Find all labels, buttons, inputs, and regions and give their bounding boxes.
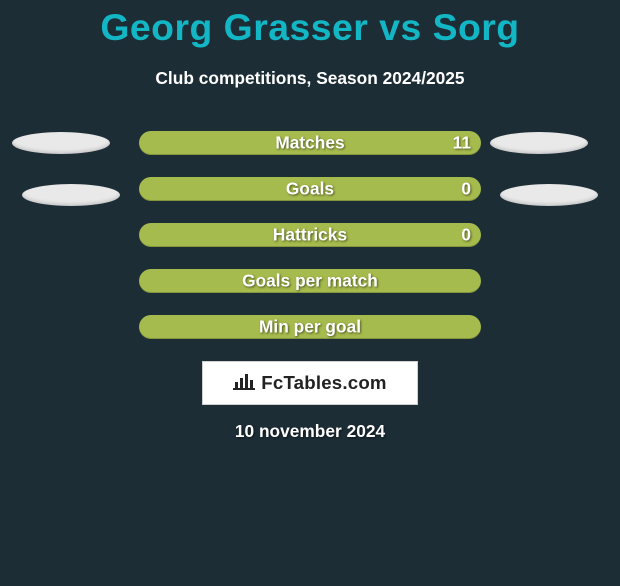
side-ellipse xyxy=(500,184,598,206)
date-line: 10 november 2024 xyxy=(0,421,620,442)
side-ellipse xyxy=(490,132,588,154)
stat-bar-value: 11 xyxy=(453,133,471,154)
stat-bar-value: 0 xyxy=(461,225,471,246)
stat-bar-label: Hattricks xyxy=(273,225,347,246)
page-title: Georg Grasser vs Sorg xyxy=(0,6,620,49)
fctables-logo: FcTables.com xyxy=(202,361,418,405)
stat-bar-label: Goals xyxy=(286,179,334,200)
stat-bar: Hattricks 0 xyxy=(139,223,481,247)
chart-bars-icon xyxy=(233,372,255,395)
stat-bar: Goals 0 xyxy=(139,177,481,201)
stat-bar-value: 0 xyxy=(461,179,471,200)
page-subtitle: Club competitions, Season 2024/2025 xyxy=(0,68,620,89)
stat-bar-label: Matches xyxy=(275,133,344,154)
side-ellipse xyxy=(12,132,110,154)
stat-bar-label: Goals per match xyxy=(242,271,378,292)
stat-bar: Goals per match xyxy=(139,269,481,293)
stat-bar: Matches 11 xyxy=(139,131,481,155)
stat-bar: Min per goal xyxy=(139,315,481,339)
fctables-logo-text: FcTables.com xyxy=(261,372,386,394)
stat-bar-label: Min per goal xyxy=(259,317,361,338)
side-ellipse xyxy=(22,184,120,206)
stats-bars: Matches 11 Goals 0 Hattricks 0 Goals per match… xyxy=(139,131,481,339)
